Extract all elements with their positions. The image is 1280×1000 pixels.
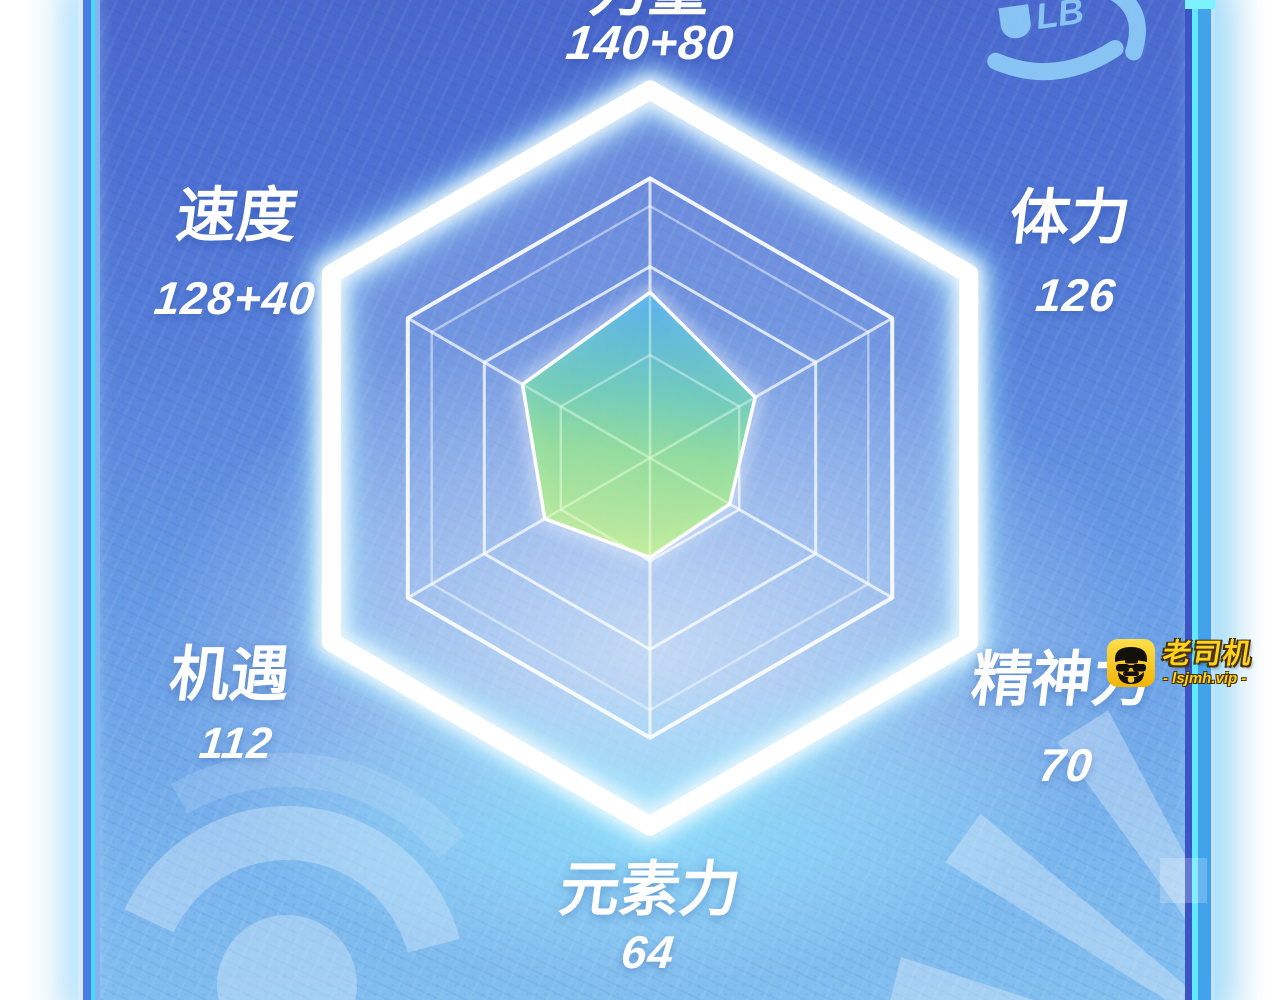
card-border-right	[1185, 0, 1215, 1000]
axis-label-luck: 机遇	[165, 641, 295, 708]
axis-label-element: 元素力	[555, 856, 745, 923]
axis-value-strength: 140+80	[563, 17, 737, 70]
watermark-site: - lsjmh.vip -	[1163, 670, 1247, 687]
watermark-brand: 老司机	[1160, 638, 1256, 669]
page-gutter-left	[0, 0, 78, 1000]
card-border-left	[78, 0, 100, 1000]
axis-value-stamina: 126	[1033, 269, 1119, 321]
axis-label-stamina: 体力	[1005, 184, 1135, 251]
page-gutter-right	[1215, 0, 1280, 1000]
axis-value-element: 64	[618, 926, 678, 978]
axis-label-speed: 速度	[172, 182, 302, 249]
stat-card-background	[100, 0, 1185, 1000]
axis-value-spirit: 70	[1036, 739, 1096, 791]
driver-avatar-icon	[1107, 639, 1155, 687]
watermark-texts: 老司机 - lsjmh.vip -	[1160, 638, 1256, 687]
axis-value-luck: 112	[196, 719, 276, 768]
card-border-right-cap	[1185, 0, 1215, 9]
watermark: 老司机 - lsjmh.vip -	[1106, 638, 1256, 688]
axis-value-speed: 128+40	[151, 272, 319, 324]
